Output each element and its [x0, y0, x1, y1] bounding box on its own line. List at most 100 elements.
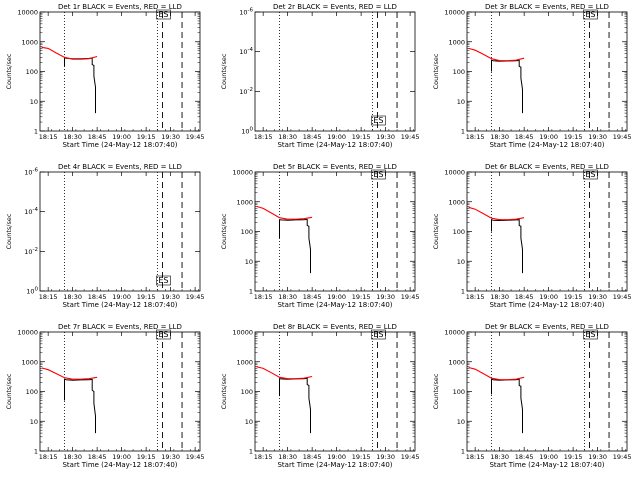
y-tick-label: 1	[34, 448, 38, 456]
y-tick-label: 10	[457, 418, 465, 426]
y-tick-label: 10	[457, 258, 465, 266]
panel-title: Det 7r BLACK = Events, RED = LLD	[58, 323, 182, 331]
x-tick-label: 18:45	[88, 133, 107, 141]
panel-det-5: Det 5r BLACK = Events, RED = LLD 18:15 18:…	[220, 163, 419, 309]
panel-det-1: Det 1r BLACK = Events, RED = LLD 18:15 18:…	[5, 3, 204, 149]
x-tick-label: 19:00	[539, 293, 558, 301]
y-axis-label: Counts/sec	[5, 213, 13, 249]
x-axis-label: Start Time (24-May-12 18:07:40)	[489, 141, 604, 149]
x-tick-label: 18:30	[490, 453, 509, 461]
es-marker-box	[156, 9, 171, 20]
x-tick-label: 19:15	[564, 453, 583, 461]
x-tick-label: 18:30	[63, 453, 82, 461]
x-tick-label: 19:00	[112, 453, 131, 461]
x-tick-label: 19:15	[137, 133, 156, 141]
x-tick-label: 18:45	[88, 453, 107, 461]
y-axis-label: Counts/sec	[220, 213, 228, 249]
x-tick-label: 19:30	[376, 293, 395, 301]
y-tick-label: 100	[241, 228, 253, 236]
x-axis-label: Start Time (24-May-12 18:07:40)	[62, 461, 177, 469]
series-events-line	[279, 218, 311, 274]
series-lld-line	[468, 206, 525, 221]
es-marker: ES	[585, 330, 595, 339]
es-marker: ES	[585, 10, 595, 19]
es-marker: ES	[373, 170, 383, 179]
y-tick-label: 10000	[232, 329, 253, 337]
x-tick-label: 18:15	[254, 293, 273, 301]
y-tick-label: 10	[30, 98, 38, 106]
es-marker-box	[371, 115, 386, 126]
es-marker-box	[583, 169, 598, 180]
x-tick-label: 18:30	[278, 293, 297, 301]
panel-title: Det 4r BLACK = Events, RED = LLD	[58, 163, 182, 171]
panel-det-3: Det 3r BLACK = Events, RED = LLD 18:15 18:…	[432, 3, 631, 149]
x-tick-label: 18:15	[39, 293, 58, 301]
x-tick-label: 19:45	[186, 293, 205, 301]
x-tick-label: 18:45	[303, 453, 322, 461]
x-tick-label: 18:30	[63, 133, 82, 141]
x-tick-label: 18:30	[63, 293, 82, 301]
y-tick-label: 100	[26, 388, 38, 396]
x-axis-label: Start Time (24-May-12 18:07:40)	[489, 301, 604, 309]
y-tick-label: 10	[30, 418, 38, 426]
y-axis-label: Counts/sec	[432, 53, 440, 89]
x-tick-label: 19:00	[539, 133, 558, 141]
series-events-line	[491, 378, 523, 434]
es-marker: ES	[158, 330, 168, 339]
panel-det-7: Det 7r BLACK = Events, RED = LLD 18:15 18:…	[5, 323, 204, 469]
x-tick-label: 19:00	[539, 453, 558, 461]
panel-title: Det 6r BLACK = Events, RED = LLD	[485, 163, 609, 171]
panel-title: Det 1r BLACK = Events, RED = LLD	[58, 3, 182, 11]
x-tick-label: 18:15	[466, 293, 485, 301]
y-tick-label: 100	[453, 388, 465, 396]
x-tick-label: 19:15	[352, 293, 371, 301]
es-marker: ES	[158, 10, 168, 19]
y-tick-label: 10-4	[239, 47, 253, 56]
x-tick-label: 19:15	[564, 293, 583, 301]
y-axis-label: Counts/sec	[5, 373, 13, 409]
panel-title: Det 5r BLACK = Events, RED = LLD	[273, 163, 397, 171]
x-axis-label: Start Time (24-May-12 18:07:40)	[277, 301, 392, 309]
x-tick-label: 18:45	[303, 293, 322, 301]
panel-det-2: Det 2r BLACK = Events, RED = LLD 18:15 18:…	[220, 3, 419, 149]
x-tick-label: 19:30	[161, 453, 180, 461]
x-tick-label: 19:00	[112, 133, 131, 141]
series-lld-line	[41, 367, 98, 380]
x-tick-label: 19:30	[376, 453, 395, 461]
x-tick-label: 19:45	[401, 133, 420, 141]
panel-det-8: Det 8r BLACK = Events, RED = LLD 18:15 18:…	[220, 323, 419, 469]
plot-frame	[254, 11, 416, 132]
y-tick-label: 1	[461, 288, 465, 296]
x-tick-label: 19:45	[186, 133, 205, 141]
y-tick-label: 1000	[236, 358, 253, 366]
x-tick-label: 18:15	[466, 133, 485, 141]
x-axis-label: Start Time (24-May-12 18:07:40)	[62, 301, 177, 309]
x-tick-label: 19:45	[613, 453, 632, 461]
y-tick-label: 100	[26, 68, 38, 76]
x-tick-label: 18:45	[303, 133, 322, 141]
panel-title: Det 9r BLACK = Events, RED = LLD	[485, 323, 609, 331]
plot-frame	[39, 171, 201, 292]
y-axis-label: Counts/sec	[220, 53, 228, 89]
x-axis-label: Start Time (24-May-12 18:07:40)	[489, 461, 604, 469]
x-tick-label: 19:15	[137, 453, 156, 461]
y-tick-label: 1000	[21, 38, 38, 46]
x-tick-label: 19:30	[161, 293, 180, 301]
y-tick-label: 1000	[236, 198, 253, 206]
es-marker-box	[583, 9, 598, 20]
es-marker-box	[156, 329, 171, 340]
y-tick-label: 1	[249, 288, 253, 296]
series-lld-line	[41, 46, 98, 60]
x-tick-label: 19:00	[327, 293, 346, 301]
y-tick-label: 10000	[232, 169, 253, 177]
y-tick-label: 10	[245, 258, 253, 266]
es-marker: ES	[585, 170, 595, 179]
panel-title: Det 8r BLACK = Events, RED = LLD	[273, 323, 397, 331]
x-tick-label: 19:15	[137, 293, 156, 301]
x-tick-label: 19:45	[186, 453, 205, 461]
x-tick-label: 19:30	[161, 133, 180, 141]
y-tick-label: 10000	[444, 329, 465, 337]
panel-det-9: Det 9r BLACK = Events, RED = LLD 18:15 18:…	[432, 323, 631, 469]
